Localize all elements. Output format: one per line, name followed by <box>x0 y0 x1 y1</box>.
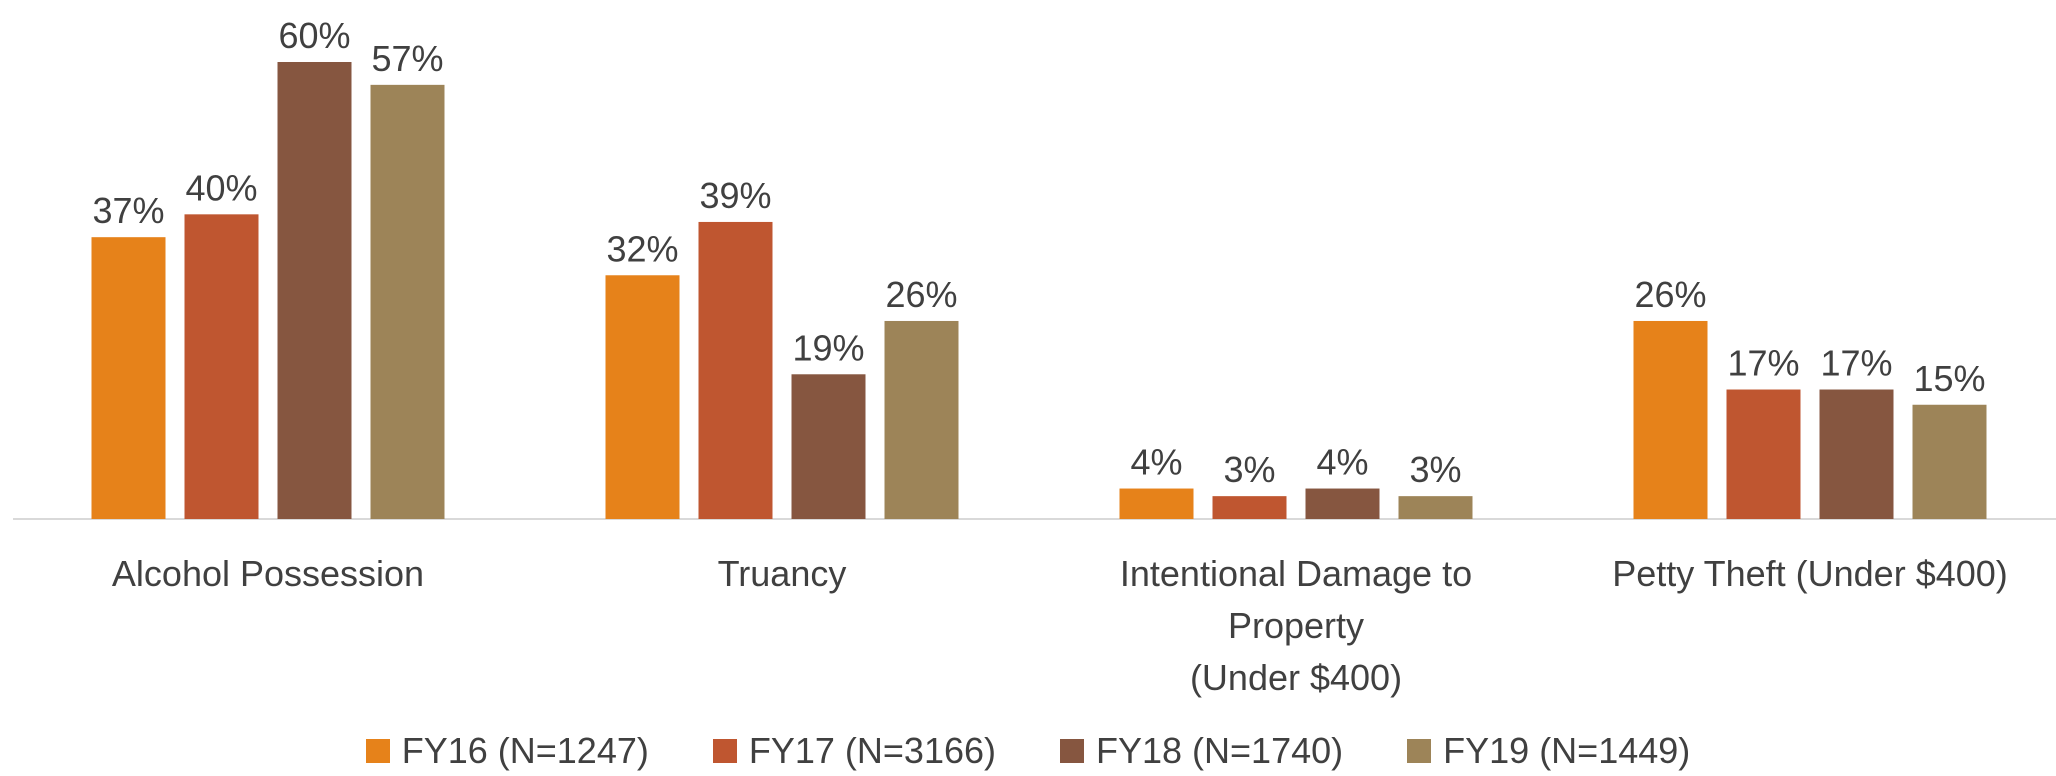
bar <box>605 275 680 519</box>
data-label: 60% <box>278 15 350 56</box>
data-label: 17% <box>1727 343 1799 384</box>
bar <box>277 62 352 519</box>
bar <box>91 237 166 519</box>
bar <box>1212 496 1287 519</box>
bar <box>791 374 866 519</box>
bar <box>1305 488 1380 519</box>
legend-swatch <box>1407 739 1432 763</box>
bar <box>1398 496 1473 519</box>
legend-swatch <box>365 739 390 763</box>
legend-swatch <box>1060 739 1084 763</box>
data-label: 17% <box>1820 343 1892 384</box>
data-label: 3% <box>1409 449 1461 490</box>
bar <box>370 84 445 519</box>
bar <box>1726 389 1801 519</box>
bar <box>1119 488 1194 519</box>
data-label: 4% <box>1316 442 1368 483</box>
bar <box>1912 404 1987 519</box>
data-label: 4% <box>1130 442 1182 483</box>
x-tick-label: Truancy <box>717 553 847 594</box>
data-label: 40% <box>185 167 257 208</box>
bar <box>1819 389 1894 519</box>
legend-item: FY16 (N=1247) <box>365 730 649 772</box>
legend-label: FY19 (N=1449) <box>1443 730 1691 771</box>
legend-label: FY18 (N=1740) <box>1096 730 1344 771</box>
data-label: 37% <box>92 190 164 231</box>
legend: FY16 (N=1247) FY17 (N=3166) FY18 (N=1740) F… <box>0 730 2056 772</box>
legend-item: FY17 (N=3166) <box>712 730 996 772</box>
x-tick-label: Alcohol Possession <box>111 553 425 594</box>
data-label: 3% <box>1223 449 1275 490</box>
bar <box>884 320 959 519</box>
legend-label: FY17 (N=3166) <box>748 730 996 771</box>
data-label: 39% <box>699 175 771 216</box>
data-label: 26% <box>885 274 957 315</box>
x-tick-label: Petty Theft (Under $400) <box>1612 553 2008 594</box>
bar <box>698 221 773 519</box>
legend-item: FY18 (N=1740) <box>1060 730 1343 772</box>
legend-swatch <box>712 739 737 763</box>
data-label: 57% <box>371 38 443 79</box>
legend-label: FY16 (N=1247) <box>401 730 649 771</box>
legend-item: FY19 (N=1449) <box>1407 730 1690 772</box>
data-label: 26% <box>1634 274 1706 315</box>
bar <box>184 214 259 520</box>
data-label: 32% <box>606 228 678 269</box>
data-label: 15% <box>1913 358 1985 399</box>
bar <box>1633 320 1708 519</box>
data-label: 19% <box>792 327 864 368</box>
x-tick-label: Intentional Damage to Property (Under $4… <box>1119 553 1473 698</box>
